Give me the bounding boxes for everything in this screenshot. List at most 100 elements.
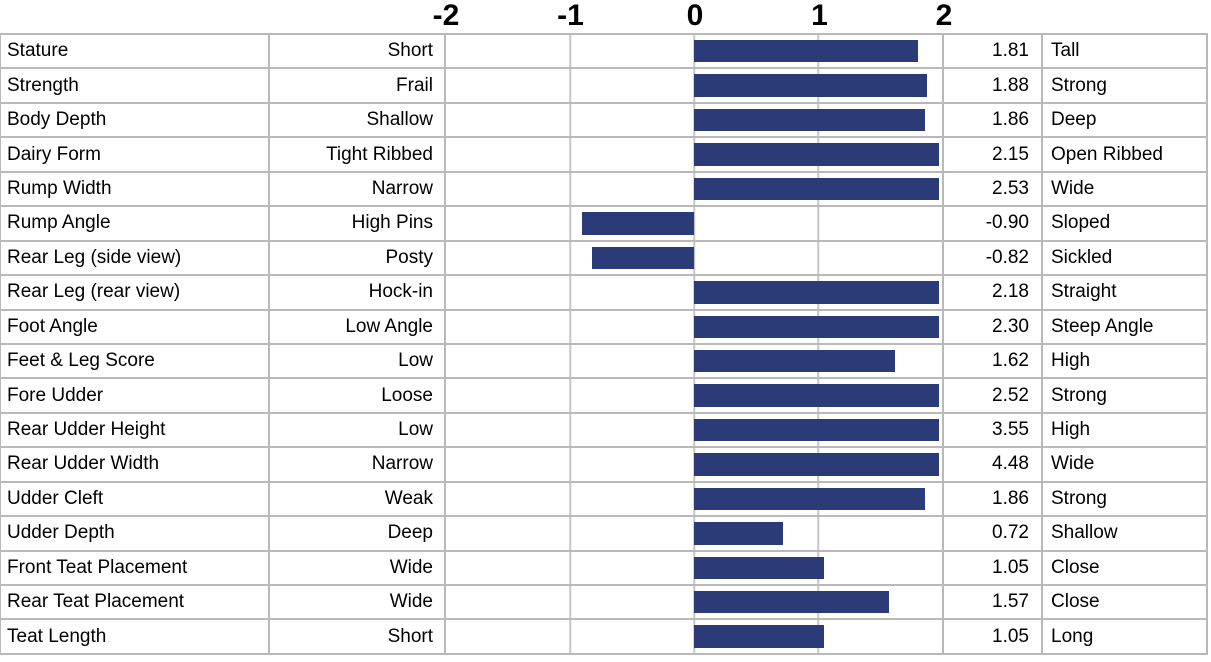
bar-chart-cell xyxy=(446,551,944,584)
trait-name-cell: Rear Leg (side view) xyxy=(0,241,270,275)
low-descriptor-cell: Low Angle xyxy=(270,310,446,343)
sta-bar xyxy=(694,74,928,97)
table-row: Udder Depth Deep 0.72 Shallow xyxy=(0,517,1208,552)
trait-name-cell: Strength xyxy=(0,69,270,102)
bar-chart-cell xyxy=(446,35,944,68)
sta-bar xyxy=(694,418,940,442)
trait-name-cell: Foot Angle xyxy=(0,310,270,343)
high-descriptor-cell: Shallow xyxy=(1043,517,1208,550)
gridline-minus1 xyxy=(569,586,571,619)
trait-name-cell: Udder Cleft xyxy=(0,482,270,516)
axis-tick-label: -2 xyxy=(432,0,460,32)
bar-chart-cell xyxy=(446,620,944,653)
low-descriptor-cell: Deep xyxy=(270,517,446,550)
axis-header: -2 -1 0 1 2 xyxy=(433,0,953,33)
low-descriptor-cell: Loose xyxy=(270,379,446,412)
trait-name-cell: Rear Udder Width xyxy=(0,448,270,481)
gridline-plus1 xyxy=(817,517,819,550)
high-descriptor-cell: Steep Angle xyxy=(1043,310,1208,343)
high-descriptor-cell: Close xyxy=(1043,586,1208,619)
low-descriptor-cell: High Pins xyxy=(270,207,446,240)
sta-bar xyxy=(694,384,940,407)
high-descriptor-cell: Tall xyxy=(1043,35,1208,68)
bar-chart-cell xyxy=(446,207,944,240)
high-descriptor-cell: Wide xyxy=(1043,448,1208,481)
bar-chart-cell xyxy=(446,413,944,447)
low-descriptor-cell: Low xyxy=(270,413,446,447)
gridline-minus1 xyxy=(569,517,571,550)
gridline-minus1 xyxy=(569,103,571,137)
low-descriptor-cell: Weak xyxy=(270,482,446,516)
gridline-zero xyxy=(693,207,695,240)
high-descriptor-cell: Strong xyxy=(1043,379,1208,412)
bar-chart-cell xyxy=(446,276,944,309)
high-descriptor-cell: Strong xyxy=(1043,69,1208,102)
axis-tick-label: 2 xyxy=(935,0,953,32)
gridline-minus1 xyxy=(569,172,571,206)
sta-value-cell: 1.86 xyxy=(944,482,1043,516)
sta-value-cell: 0.72 xyxy=(944,517,1043,550)
sta-value-cell: -0.82 xyxy=(944,241,1043,275)
sta-bar xyxy=(694,349,895,373)
table-row: Body Depth Shallow 1.86 Deep xyxy=(0,103,1208,139)
sta-bar xyxy=(694,281,940,304)
bar-chart-cell xyxy=(446,344,944,378)
table-row: Rear Leg (rear view) Hock-in 2.18 Straig… xyxy=(0,276,1208,311)
low-descriptor-cell: Shallow xyxy=(270,103,446,137)
high-descriptor-cell: Long xyxy=(1043,620,1208,653)
bar-chart-cell xyxy=(446,138,944,171)
sta-value-cell: 2.53 xyxy=(944,172,1043,206)
bar-chart-cell xyxy=(446,586,944,619)
sta-bar xyxy=(592,246,694,270)
sta-value-cell: 2.15 xyxy=(944,138,1043,171)
table-row: Teat Length Short 1.05 Long xyxy=(0,620,1208,655)
trait-name-cell: Fore Udder xyxy=(0,379,270,412)
gridline-minus1 xyxy=(569,344,571,378)
table-row: Rump Angle High Pins -0.90 Sloped xyxy=(0,207,1208,242)
trait-name-cell: Rear Teat Placement xyxy=(0,586,270,619)
gridline-minus1 xyxy=(569,35,571,68)
sta-value-cell: 1.81 xyxy=(944,35,1043,68)
trait-name-cell: Rear Udder Height xyxy=(0,413,270,447)
sta-bar xyxy=(694,453,940,476)
high-descriptor-cell: High xyxy=(1043,344,1208,378)
sta-bar xyxy=(694,108,925,132)
bar-chart-cell xyxy=(446,103,944,137)
table-row: Fore Udder Loose 2.52 Strong xyxy=(0,379,1208,414)
table-row: Dairy Form Tight Ribbed 2.15 Open Ribbed xyxy=(0,138,1208,173)
low-descriptor-cell: Frail xyxy=(270,69,446,102)
sta-value-cell: 2.52 xyxy=(944,379,1043,412)
trait-name-cell: Feet & Leg Score xyxy=(0,344,270,378)
sta-value-cell: 4.48 xyxy=(944,448,1043,481)
trait-name-cell: Teat Length xyxy=(0,620,270,653)
sta-bar xyxy=(694,522,784,545)
sta-value-cell: 1.86 xyxy=(944,103,1043,137)
sta-value-cell: 1.57 xyxy=(944,586,1043,619)
high-descriptor-cell: Strong xyxy=(1043,482,1208,516)
table-row: Udder Cleft Weak 1.86 Strong xyxy=(0,482,1208,518)
table-row: Rear Udder Width Narrow 4.48 Wide xyxy=(0,448,1208,483)
trait-table: Stature Short 1.81 Tall Strength Frail 1… xyxy=(0,33,1208,655)
table-row: Rear Leg (side view) Posty -0.82 Sickled xyxy=(0,241,1208,277)
bar-chart-cell xyxy=(446,517,944,550)
sta-value-cell: 2.18 xyxy=(944,276,1043,309)
sta-value-cell: 3.55 xyxy=(944,413,1043,447)
sta-value-cell: 1.05 xyxy=(944,551,1043,584)
gridline-minus1 xyxy=(569,551,571,584)
trait-name-cell: Dairy Form xyxy=(0,138,270,171)
high-descriptor-cell: Straight xyxy=(1043,276,1208,309)
bar-chart-cell xyxy=(446,310,944,343)
gridline-minus1 xyxy=(569,413,571,447)
trait-name-cell: Body Depth xyxy=(0,103,270,137)
sta-bar xyxy=(694,315,940,338)
axis-tick-label: -1 xyxy=(557,0,584,32)
sta-bar xyxy=(694,143,940,166)
table-row: Feet & Leg Score Low 1.62 High xyxy=(0,344,1208,380)
gridline-minus1 xyxy=(569,138,571,171)
low-descriptor-cell: Wide xyxy=(270,586,446,619)
gridline-minus1 xyxy=(569,379,571,412)
sta-bar xyxy=(582,212,694,235)
sta-bar xyxy=(694,591,889,614)
bar-chart-cell xyxy=(446,69,944,102)
high-descriptor-cell: Sickled xyxy=(1043,241,1208,275)
